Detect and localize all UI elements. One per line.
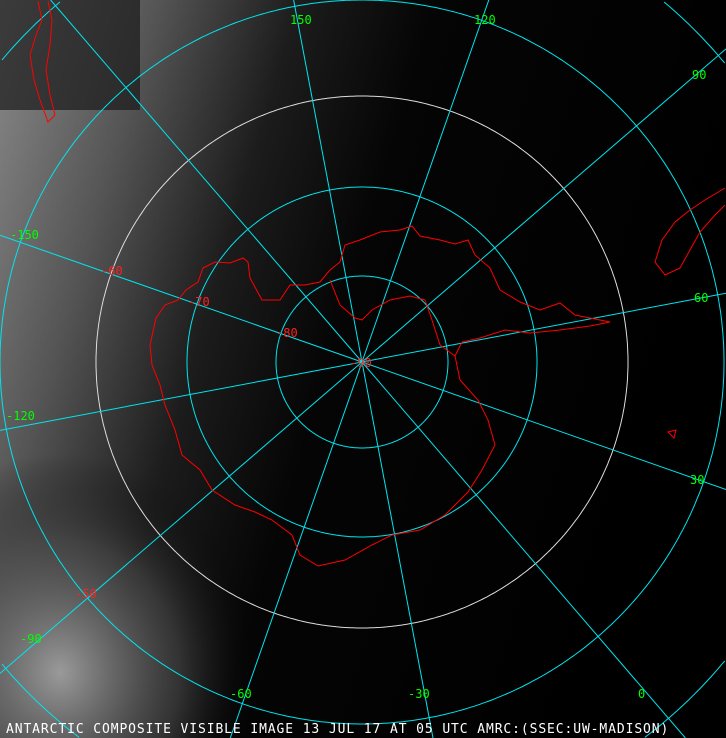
meridian-label: -90 <box>20 632 42 646</box>
ice-shelf-boundary <box>329 279 456 357</box>
image-caption: ANTARCTIC COMPOSITE VISIBLE IMAGE 13 JUL… <box>6 722 670 737</box>
latitude-circle <box>95 95 629 629</box>
meridian-line <box>293 0 363 363</box>
meridian-line <box>0 361 363 431</box>
meridian-line <box>361 48 726 363</box>
meridian-label: 30 <box>690 473 704 487</box>
cloud-field <box>0 300 400 738</box>
latitude-circle <box>186 186 538 538</box>
antarctica-coastline <box>149 225 611 567</box>
meridian-line <box>361 361 434 738</box>
meridian-line <box>0 234 363 363</box>
meridian-label: 60 <box>694 291 708 305</box>
coastline <box>29 0 726 567</box>
meridian-labels: 150 120 90 60 30 0 -30 -60 -90 -120 -150 <box>6 13 708 701</box>
latitude-label: -60 <box>101 264 123 278</box>
latitude-label: -80 <box>276 326 298 340</box>
new-zealand-coastline <box>29 0 56 123</box>
latitude-label: -70 <box>188 295 210 309</box>
meridian-line <box>361 361 726 490</box>
south-america-coastline <box>654 187 726 276</box>
meridian-line <box>0 361 363 674</box>
latitude-circle <box>275 275 449 449</box>
meridian-label: 90 <box>692 68 706 82</box>
meridian-label: -150 <box>10 228 39 242</box>
latitude-label: -90 <box>350 356 372 370</box>
meridian-line <box>229 361 363 738</box>
meridian-line <box>361 0 490 363</box>
meridian-label: -120 <box>6 409 35 423</box>
meridian-label: 0 <box>638 687 645 701</box>
latitude-label: -50 <box>75 587 97 601</box>
meridian-label: 120 <box>474 13 496 27</box>
meridian-label: 150 <box>290 13 312 27</box>
meridian-line <box>361 361 686 738</box>
meridian-label: -60 <box>230 687 252 701</box>
latitude-labels: -90 -80 -70 -60 -50 <box>75 264 372 601</box>
meridian-line <box>361 292 726 363</box>
upper-left-dark-region <box>0 0 140 110</box>
meridian-line <box>50 0 363 363</box>
island <box>667 429 677 439</box>
meridian-label: -30 <box>408 687 430 701</box>
